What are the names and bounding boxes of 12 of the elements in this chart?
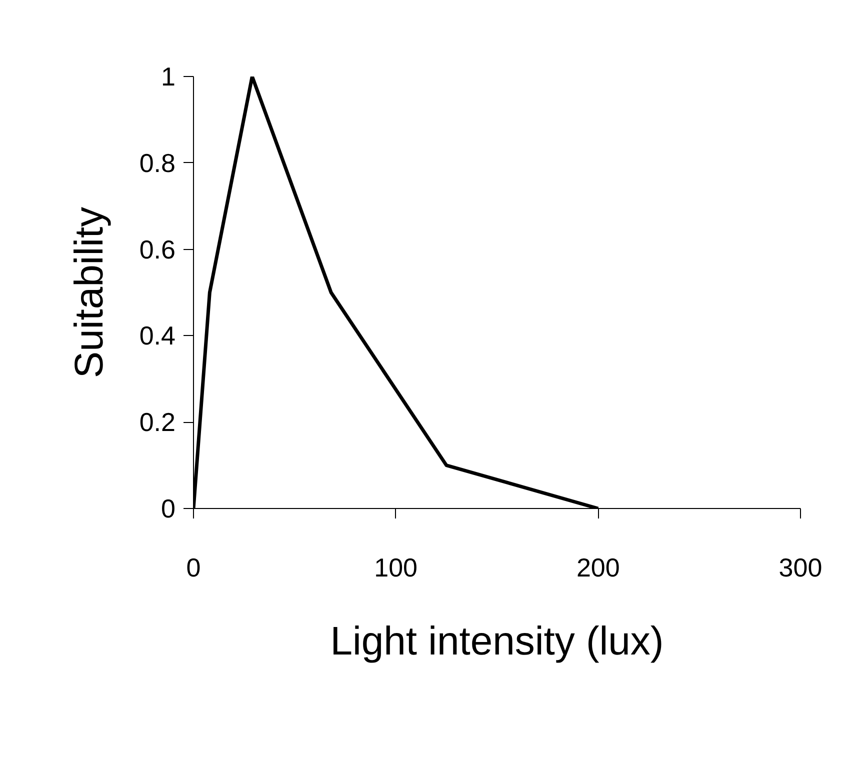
y-tick-label: 0.4 — [139, 320, 176, 351]
y-axis-title: Suitability — [67, 206, 112, 378]
x-tick-label: 300 — [778, 552, 822, 582]
x-tick-label: 100 — [374, 552, 418, 582]
y-tick-label: 0.2 — [139, 407, 176, 438]
y-tick-label: 0.8 — [139, 148, 176, 178]
x-tick-label: 200 — [576, 552, 620, 582]
y-tick-label: 1 — [161, 62, 176, 92]
x-axis-title: Light intensity (lux) — [330, 620, 664, 664]
y-tick-label: 0 — [161, 494, 176, 524]
y-tick-label: 0.6 — [139, 234, 176, 264]
x-tick-label: 0 — [186, 552, 201, 582]
